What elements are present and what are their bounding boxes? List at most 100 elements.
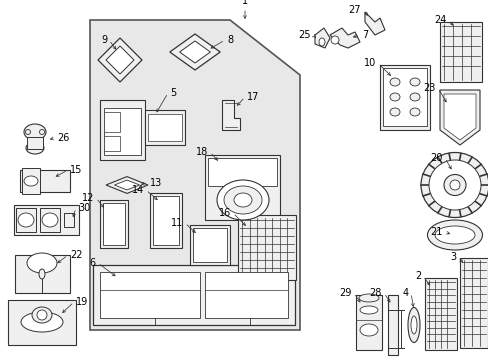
Ellipse shape (409, 93, 419, 101)
Text: 3: 3 (449, 252, 455, 262)
Polygon shape (329, 28, 359, 48)
Bar (424, 278, 456, 350)
Ellipse shape (443, 175, 465, 195)
Ellipse shape (428, 160, 480, 210)
Polygon shape (222, 100, 240, 130)
Bar (204, 155, 280, 220)
Ellipse shape (330, 36, 338, 44)
Text: 17: 17 (246, 92, 259, 102)
Ellipse shape (420, 153, 488, 217)
Text: 2: 2 (414, 271, 420, 281)
Ellipse shape (427, 220, 482, 250)
Bar (22, 168, 40, 194)
Bar (355, 295, 381, 350)
Text: 24: 24 (434, 15, 446, 25)
Text: 20: 20 (430, 153, 442, 163)
Ellipse shape (389, 108, 399, 116)
Text: 23: 23 (423, 83, 435, 93)
Ellipse shape (359, 324, 377, 336)
Ellipse shape (21, 312, 63, 332)
Text: 15: 15 (70, 165, 82, 175)
Ellipse shape (318, 38, 325, 46)
Ellipse shape (224, 186, 262, 214)
Bar (193, 228, 226, 262)
Ellipse shape (42, 213, 58, 227)
Text: 1: 1 (242, 0, 247, 6)
Text: 28: 28 (369, 288, 381, 298)
Polygon shape (100, 272, 200, 318)
Bar (153, 196, 179, 245)
Text: 25: 25 (298, 30, 310, 40)
Text: 4: 4 (402, 288, 408, 298)
Bar (64, 213, 74, 227)
Ellipse shape (217, 180, 268, 220)
Bar (100, 200, 128, 248)
Bar (207, 158, 276, 186)
Ellipse shape (32, 307, 52, 323)
Polygon shape (145, 110, 184, 145)
Text: 16: 16 (218, 208, 230, 218)
Ellipse shape (358, 294, 378, 302)
Text: 10: 10 (363, 58, 375, 68)
Text: 19: 19 (76, 297, 88, 307)
Text: 30: 30 (78, 203, 90, 213)
Text: 29: 29 (339, 288, 351, 298)
Ellipse shape (409, 108, 419, 116)
Ellipse shape (389, 93, 399, 101)
Ellipse shape (434, 226, 474, 244)
Bar (382, 68, 426, 126)
Polygon shape (114, 180, 139, 190)
Bar (40, 208, 60, 232)
Polygon shape (106, 46, 134, 74)
Polygon shape (104, 108, 141, 155)
Text: 6: 6 (90, 258, 96, 268)
Ellipse shape (27, 253, 57, 273)
Polygon shape (204, 272, 287, 318)
Bar (150, 193, 182, 248)
Polygon shape (100, 100, 145, 160)
Bar (387, 295, 397, 355)
Polygon shape (179, 41, 210, 63)
Ellipse shape (37, 310, 47, 320)
Bar (16, 208, 36, 232)
Polygon shape (98, 38, 142, 82)
Bar (379, 65, 429, 130)
Text: 8: 8 (226, 35, 233, 45)
Polygon shape (439, 90, 479, 145)
Polygon shape (169, 34, 220, 70)
Ellipse shape (24, 176, 38, 186)
Text: 7: 7 (361, 30, 367, 40)
Ellipse shape (40, 130, 44, 135)
Bar (15, 255, 70, 293)
Polygon shape (90, 20, 299, 330)
Ellipse shape (18, 213, 34, 227)
Text: 27: 27 (348, 5, 360, 15)
Bar (104, 112, 120, 132)
Ellipse shape (24, 124, 46, 140)
Ellipse shape (410, 316, 416, 334)
Bar (20, 170, 70, 192)
Text: 14: 14 (131, 185, 143, 195)
Ellipse shape (409, 78, 419, 86)
Ellipse shape (234, 193, 251, 207)
Bar (27, 137, 43, 149)
Bar (439, 22, 481, 82)
Bar (103, 203, 125, 245)
Ellipse shape (407, 307, 419, 342)
Bar (190, 225, 229, 265)
Ellipse shape (39, 269, 45, 279)
Text: 5: 5 (170, 88, 176, 98)
Text: 13: 13 (150, 178, 162, 188)
Polygon shape (364, 12, 384, 35)
Bar (238, 215, 295, 280)
Polygon shape (93, 265, 294, 325)
Text: 26: 26 (57, 133, 69, 143)
Bar (104, 136, 120, 151)
Text: 21: 21 (430, 227, 442, 237)
Bar (14, 205, 79, 235)
Ellipse shape (359, 306, 377, 314)
Polygon shape (443, 94, 475, 140)
Text: 18: 18 (195, 147, 207, 157)
Ellipse shape (26, 142, 44, 154)
Bar (8, 300, 76, 345)
